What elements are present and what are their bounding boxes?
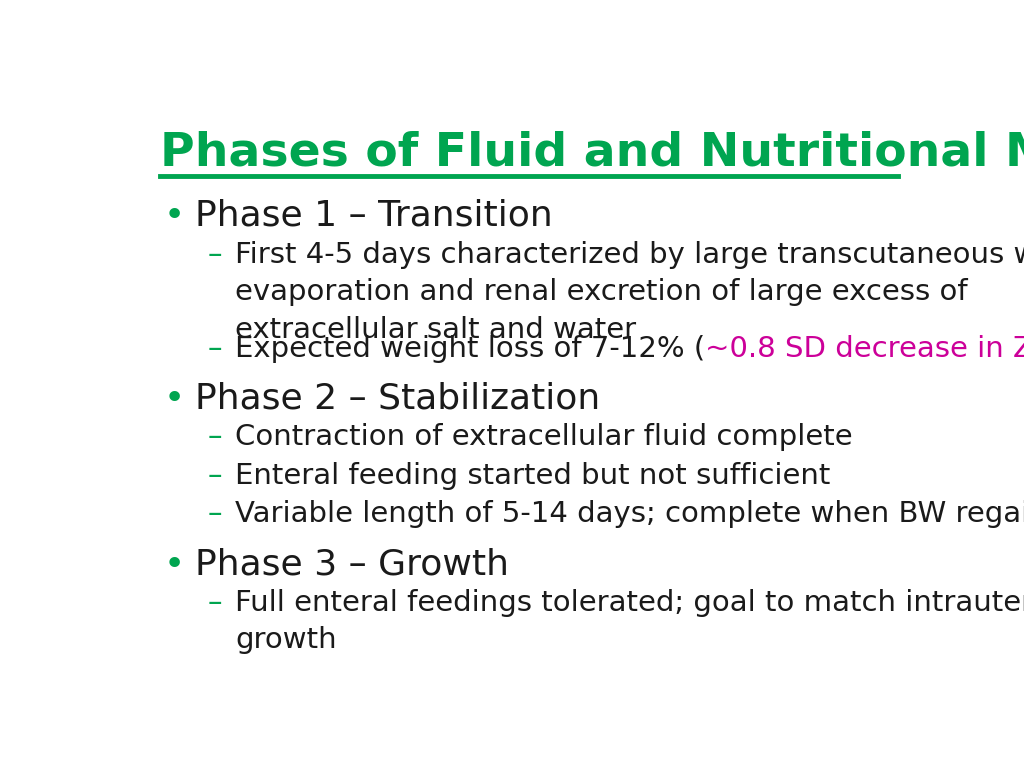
Text: Variable length of 5-14 days; complete when BW regained: Variable length of 5-14 days; complete w…: [236, 500, 1024, 528]
Text: Phase 1 – Transition: Phase 1 – Transition: [196, 199, 553, 233]
Text: Phases of Fluid and Nutritional Management: Phases of Fluid and Nutritional Manageme…: [160, 131, 1024, 176]
Text: Phase 3 – Growth: Phase 3 – Growth: [196, 548, 510, 581]
Text: ~0.8 SD decrease in Z-score: ~0.8 SD decrease in Z-score: [706, 335, 1024, 362]
Text: Full enteral feedings tolerated; goal to match intrauterine: Full enteral feedings tolerated; goal to…: [236, 589, 1024, 617]
Text: •: •: [164, 199, 185, 233]
Text: –: –: [207, 241, 222, 269]
Text: Expected weight loss of 7-12% (: Expected weight loss of 7-12% (: [236, 335, 706, 362]
Text: –: –: [207, 500, 222, 528]
Text: –: –: [207, 423, 222, 452]
Text: extracellular salt and water: extracellular salt and water: [236, 316, 636, 344]
Text: –: –: [207, 335, 222, 362]
Text: growth: growth: [236, 626, 337, 654]
Text: Phase 2 – Stabilization: Phase 2 – Stabilization: [196, 382, 601, 416]
Text: •: •: [164, 548, 185, 581]
Text: •: •: [164, 382, 185, 416]
Text: First 4-5 days characterized by large transcutaneous water: First 4-5 days characterized by large tr…: [236, 241, 1024, 269]
Text: evaporation and renal excretion of large excess of: evaporation and renal excretion of large…: [236, 279, 968, 306]
Text: –: –: [207, 589, 222, 617]
Text: Enteral feeding started but not sufficient: Enteral feeding started but not sufficie…: [236, 462, 830, 490]
Text: –: –: [207, 462, 222, 490]
Text: Contraction of extracellular fluid complete: Contraction of extracellular fluid compl…: [236, 423, 853, 452]
